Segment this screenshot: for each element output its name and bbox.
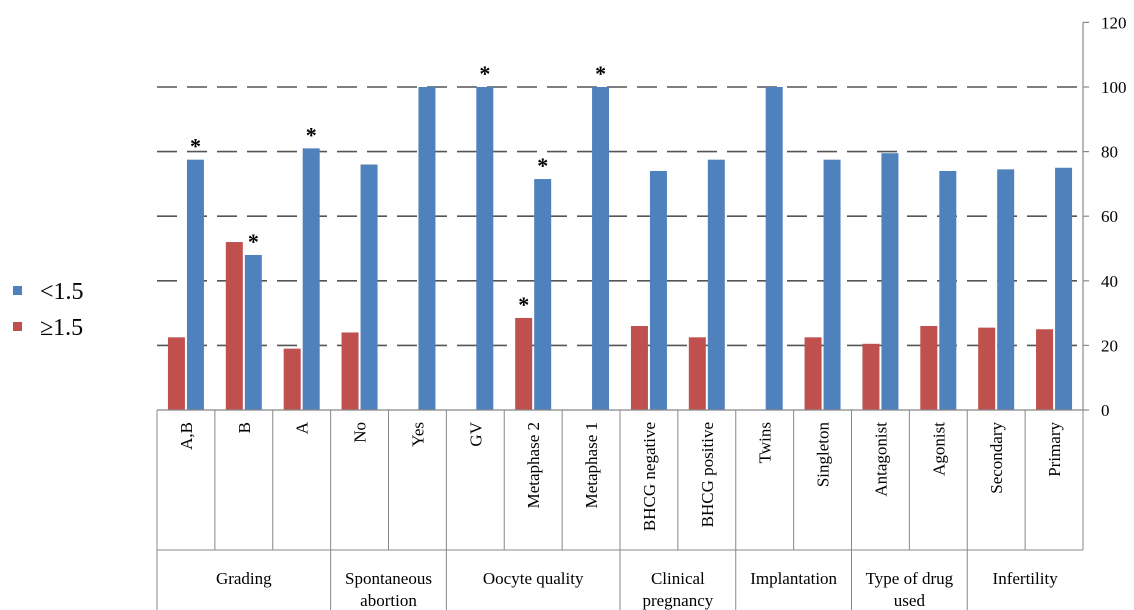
category-label-0: A,B — [177, 422, 196, 450]
y-tick-label-100: 100 — [1101, 78, 1127, 97]
bar-red-11 — [804, 337, 822, 410]
bar-red-6 — [515, 317, 533, 410]
group-label-1-1: abortion — [360, 591, 417, 610]
category-label-4: Yes — [408, 422, 427, 447]
bar-blue-10 — [765, 87, 783, 410]
category-label-13: Agonist — [929, 422, 948, 476]
axes: 0 20 40 60 80 100 120 A,B B A No Yes GV Metaphase 2 Me… — [156, 13, 1127, 610]
category-label-2: A — [293, 421, 312, 434]
category-label-8: BHCG negative — [640, 422, 659, 531]
star-annotation-blue-7: * — [595, 61, 606, 86]
bar-red-1 — [225, 242, 243, 410]
bar-blue-6 — [534, 179, 552, 410]
star-annotation-blue-2: * — [306, 122, 317, 147]
bar-red-15 — [1036, 329, 1054, 410]
bar-red-13 — [920, 326, 938, 410]
bar-blue-12 — [881, 153, 899, 410]
category-label-6: Metaphase 2 — [524, 422, 543, 508]
legend-label-0: <1.5 — [40, 279, 84, 305]
y-tick-label-80: 80 — [1101, 143, 1118, 162]
y-tick-label-120: 120 — [1101, 13, 1127, 32]
category-label-10: Twins — [756, 422, 775, 463]
bar-blue-8 — [649, 170, 667, 410]
y-tick-label-20: 20 — [1101, 336, 1118, 355]
category-label-14: Secondary — [987, 422, 1006, 494]
bar-blue-9 — [707, 159, 725, 410]
bar-blue-2 — [302, 148, 320, 410]
star-annotation-red-6: * — [518, 292, 529, 317]
bar-red-9 — [688, 337, 706, 410]
bar-red-12 — [862, 343, 880, 410]
category-label-7: Metaphase 1 — [582, 422, 601, 508]
y-tick-label-60: 60 — [1101, 207, 1118, 226]
bar-red-2 — [283, 348, 301, 410]
category-label-15: Primary — [1045, 422, 1064, 477]
group-label-3-1: pregnancy — [642, 591, 713, 610]
bar-blue-15 — [1055, 167, 1073, 410]
bar-red-8 — [630, 326, 648, 410]
bar-red-3 — [341, 332, 359, 410]
bar-blue-5 — [476, 87, 494, 410]
star-annotation-blue-1: * — [248, 229, 259, 254]
group-label-0-0: Grading — [216, 569, 272, 588]
bar-blue-7 — [592, 87, 610, 410]
group-label-5-1: used — [894, 591, 926, 610]
category-label-5: GV — [466, 421, 485, 446]
legend-label-1: ≥1.5 — [40, 315, 83, 341]
category-label-3: No — [351, 422, 370, 443]
bar-blue-14 — [997, 169, 1015, 410]
bar-series: * * * * * * * — [167, 61, 1073, 410]
bar-red-14 — [978, 327, 996, 410]
bar-red-0 — [167, 337, 185, 410]
star-annotation-blue-6: * — [537, 153, 548, 178]
legend: <1.5 ≥1.5 — [13, 279, 84, 341]
bar-blue-3 — [360, 164, 378, 410]
legend-swatch-1 — [13, 322, 22, 331]
bar-blue-11 — [823, 159, 841, 410]
bar-blue-13 — [939, 170, 957, 410]
group-label-2-0: Oocyte quality — [483, 569, 584, 588]
group-label-6-0: Infertility — [993, 569, 1059, 588]
category-label-9: BHCG positive — [698, 422, 717, 527]
group-label-4-0: Implantation — [750, 569, 837, 588]
star-annotation-blue-0: * — [190, 134, 201, 159]
group-label-3-0: Clinical — [651, 569, 705, 588]
legend-swatch-0 — [13, 286, 22, 295]
bar-blue-1 — [244, 254, 262, 410]
bar-blue-4 — [418, 87, 436, 410]
bar-blue-0 — [186, 159, 204, 410]
category-label-11: Singleton — [814, 422, 833, 488]
category-label-12: Antagonist — [871, 422, 890, 497]
y-tick-label-0: 0 — [1101, 401, 1110, 420]
group-label-1-0: Spontaneous — [345, 569, 432, 588]
star-annotation-blue-5: * — [479, 61, 490, 86]
y-tick-label-40: 40 — [1101, 272, 1118, 291]
category-label-1: B — [235, 422, 254, 433]
group-label-5-0: Type of drug — [866, 569, 954, 588]
